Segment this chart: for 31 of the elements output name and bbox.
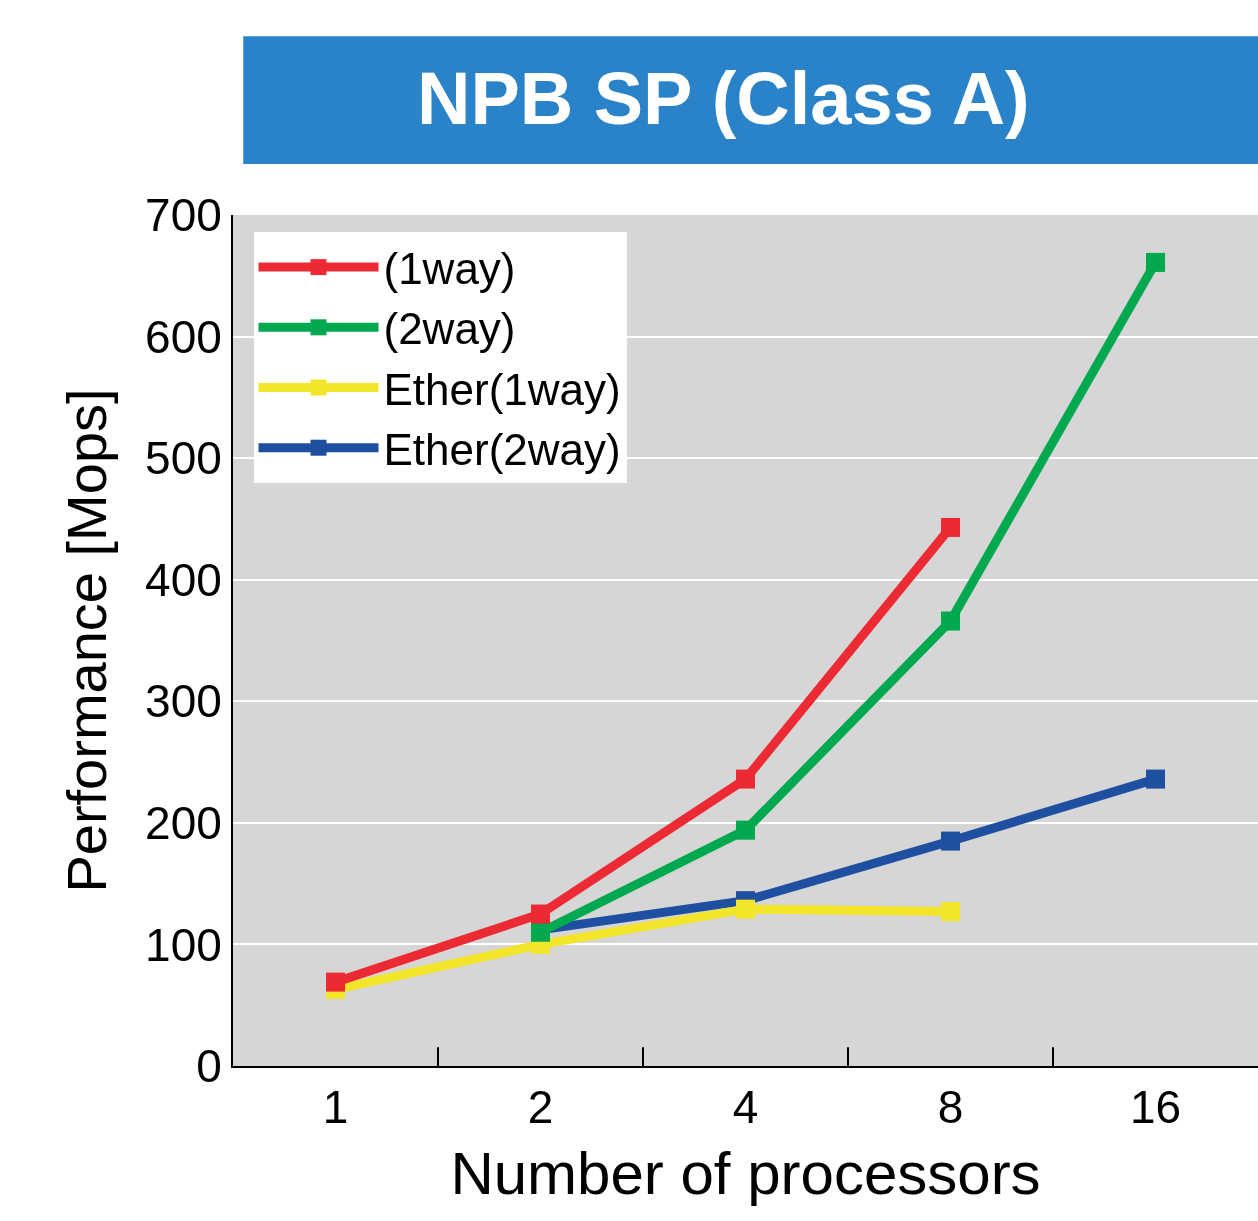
point (941, 517, 960, 537)
chart-title: NPB SP (Class A) (416, 56, 1030, 140)
y-axis-title: Performance [Mops] (55, 388, 119, 893)
point (941, 831, 960, 851)
legend-label: Ether(1way) (383, 364, 621, 414)
legend-label: (1way) (383, 244, 516, 294)
legend-label: Ether(2way) (383, 424, 621, 474)
point (736, 899, 755, 919)
y-tick-label: 400 (145, 553, 222, 606)
point (736, 820, 755, 840)
point (531, 904, 550, 924)
x-tick-label: 8 (937, 1081, 964, 1134)
point (1146, 252, 1165, 272)
point (736, 769, 755, 789)
y-tick-label: 100 (145, 918, 222, 971)
x-tick-label: 16 (1129, 1081, 1182, 1134)
y-tick-label: 300 (145, 675, 222, 728)
x-tick-label: 1 (322, 1081, 349, 1134)
point (941, 611, 960, 631)
y-tick-label: 600 (145, 310, 222, 363)
point (326, 972, 345, 992)
y-tick-label: 200 (145, 796, 222, 849)
x-tick-label: 4 (732, 1081, 759, 1134)
legend-label: (2way) (383, 304, 516, 354)
point (941, 902, 960, 922)
x-tick-label: 2 (527, 1081, 554, 1134)
point (1146, 769, 1165, 789)
x-axis-title: Number of processors (450, 1140, 1041, 1208)
y-tick-label: 500 (145, 432, 222, 485)
y-tick-label: 0 (196, 1040, 222, 1093)
y-tick-label: 700 (145, 189, 222, 242)
